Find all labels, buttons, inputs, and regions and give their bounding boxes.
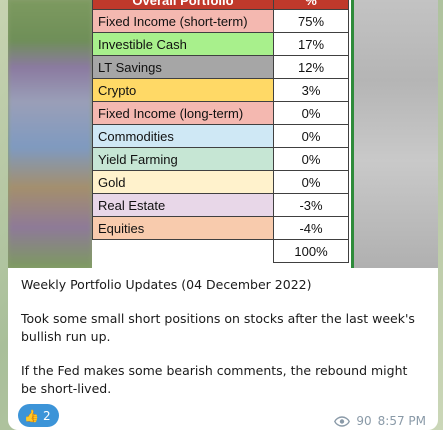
row-label: Fixed Income (long-term) xyxy=(92,101,274,125)
table-header-row: Overall Portfolio % xyxy=(92,0,349,10)
row-label: LT Savings xyxy=(92,55,274,79)
portfolio-table: Overall Portfolio % Fixed Income (short-… xyxy=(92,0,361,268)
table-row: Gold 0% xyxy=(92,170,349,194)
thumbs-up-icon: 👍 xyxy=(24,408,39,423)
table-row: Fixed Income (long-term) 0% xyxy=(92,101,349,125)
table-row: Crypto 3% xyxy=(92,78,349,102)
row-label: Equities xyxy=(92,216,274,240)
row-label: Real Estate xyxy=(92,193,274,217)
table-row: Fixed Income (short-term) 75% xyxy=(92,9,349,33)
message-bubble[interactable]: Overall Portfolio % Fixed Income (short-… xyxy=(8,0,438,430)
reaction-count: 2 xyxy=(42,408,51,423)
row-value: 17% xyxy=(273,32,349,56)
total-value: 100% xyxy=(273,239,349,263)
blurred-image-right xyxy=(354,0,438,268)
row-value: 0% xyxy=(273,170,349,194)
row-label: Fixed Income (short-term) xyxy=(92,9,274,33)
message-meta: 90 8:57 PM xyxy=(334,414,426,428)
row-label: Investible Cash xyxy=(92,32,274,56)
blurred-image-left xyxy=(8,0,92,268)
row-label: Commodities xyxy=(92,124,274,148)
table-total-row: 100% xyxy=(92,239,349,263)
header-category: Overall Portfolio xyxy=(92,0,274,10)
table-row: Real Estate -3% xyxy=(92,193,349,217)
row-value: -3% xyxy=(273,193,349,217)
row-value: 12% xyxy=(273,55,349,79)
row-value: 75% xyxy=(273,9,349,33)
table-row: LT Savings 12% xyxy=(92,55,349,79)
header-percent: % xyxy=(273,0,349,10)
message-image[interactable]: Overall Portfolio % Fixed Income (short-… xyxy=(8,0,438,268)
message-paragraph-2: If the Fed makes some bearish comments, … xyxy=(21,363,408,396)
row-value: 3% xyxy=(273,78,349,102)
table-row: Commodities 0% xyxy=(92,124,349,148)
table-row: Investible Cash 17% xyxy=(92,32,349,56)
eye-icon xyxy=(334,415,351,427)
row-value: -4% xyxy=(273,216,349,240)
message-title: Weekly Portfolio Updates (04 December 20… xyxy=(21,277,312,292)
row-label: Yield Farming xyxy=(92,147,274,171)
row-value: 0% xyxy=(273,101,349,125)
view-count: 90 xyxy=(356,414,372,428)
reaction-button[interactable]: 👍 2 xyxy=(18,404,59,427)
message-time: 8:57 PM xyxy=(377,414,426,428)
row-value: 0% xyxy=(273,124,349,148)
row-label: Gold xyxy=(92,170,274,194)
table-row: Equities -4% xyxy=(92,216,349,240)
green-column-edge xyxy=(351,0,354,268)
table-row: Yield Farming 0% xyxy=(92,147,349,171)
row-value: 0% xyxy=(273,147,349,171)
message-paragraph-1: Took some small short positions on stock… xyxy=(21,311,415,344)
total-blank-cell xyxy=(92,239,274,263)
message-text: Weekly Portfolio Updates (04 December 20… xyxy=(21,276,425,414)
row-label: Crypto xyxy=(92,78,274,102)
